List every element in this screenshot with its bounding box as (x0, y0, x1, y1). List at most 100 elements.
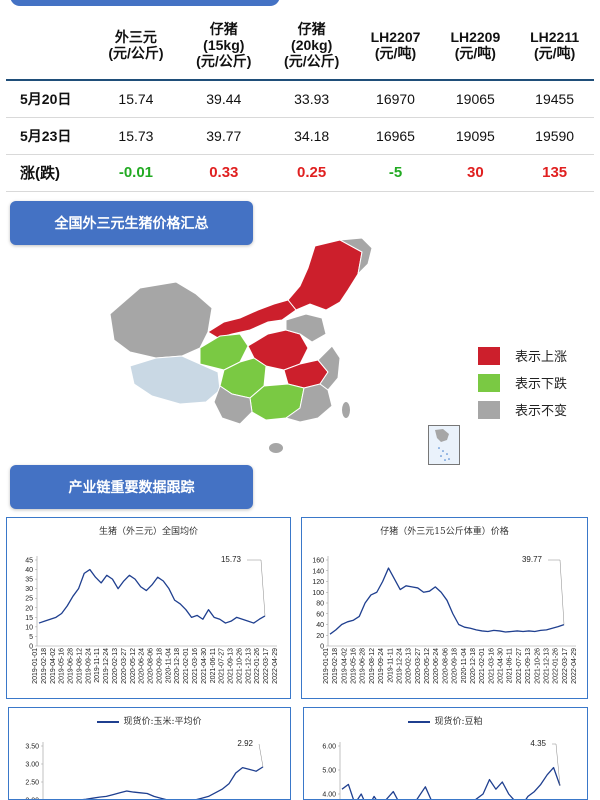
annotation-label: 4.35 (530, 739, 546, 748)
y-tick-label: 35 (25, 577, 33, 584)
x-tick-label: 2019-06-28 (68, 648, 75, 684)
table-cell: 16965 (376, 127, 415, 144)
y-tick-label: 3.00 (25, 762, 39, 769)
table-cell: 19065 (455, 90, 495, 107)
map-region-same (338, 237, 373, 276)
chart-panel-hog-price: 生猪（外三元）全国均价 0 5 10 15 20 25 30 35 40 45 2019-01-01… (6, 517, 291, 699)
change-cell: -5 (388, 164, 403, 181)
x-tick-label: 2022-03-17 (263, 648, 270, 684)
x-tick-label: 2021-02-01 (479, 648, 486, 684)
change-cell: 135 (542, 164, 568, 181)
x-tick-label: 2019-09-24 (85, 648, 92, 684)
x-tick-label: 2019-05-16 (351, 648, 358, 684)
x-tick-label: 2019-11-11 (94, 648, 101, 683)
table-cell: 39.44 (206, 90, 242, 107)
change-cell: 0.33 (209, 164, 239, 181)
col-header: 仔猪 (15kg) (元/公斤) (196, 20, 252, 69)
legend-item: 表示上涨 (478, 342, 567, 369)
series-line (341, 766, 561, 799)
x-tick-label: 2020-12-18 (174, 648, 181, 684)
chart-panel-piglet-price: 仔猪（外三元15公斤体重）价格 0 20 40 60 80 100 120 140 160 201… (301, 517, 588, 699)
x-tick-label: 2020-09-18 (156, 648, 163, 684)
annotation-leader (548, 559, 565, 625)
x-tick-label: 2020-02-13 (406, 648, 413, 684)
x-tick-label: 2021-09-13 (525, 648, 532, 684)
y-tick-label: 20 (25, 605, 33, 612)
x-tick-label: 2022-01-26 (254, 648, 261, 684)
x-tick-label: 2019-05-16 (59, 648, 66, 684)
price-table-header: 外三元 (元/公斤) 仔猪 (15kg) (元/公斤) 仔猪 (20kg) (元/公斤) … (6, 10, 594, 80)
table-cell: 19590 (535, 127, 575, 144)
map-region-down (199, 333, 249, 371)
chart-corn-price: 1.502.002.503.003.502.92 (25, 739, 264, 799)
map-region-same (317, 345, 341, 391)
x-tick-label: 2020-08-06 (442, 648, 449, 684)
y-tick-label: 140 (312, 568, 324, 575)
map-region-same (342, 402, 350, 418)
corner-cell (6, 10, 92, 80)
table-cell: 19095 (455, 127, 495, 144)
x-tick-label: 2019-01-01 (323, 648, 330, 684)
legend-swatch-up (478, 346, 500, 365)
row-label: 5月20日 (20, 90, 72, 107)
change-cell: -0.01 (118, 164, 154, 181)
chart-soymeal-price: 3.004.005.006.004.35 (322, 739, 561, 799)
annotation-label: 39.77 (522, 555, 543, 564)
x-tick-label: 2021-07-27 (219, 648, 226, 684)
y-tick-label: 60 (316, 611, 324, 618)
legend-label: 表示上涨 (515, 349, 568, 364)
legend-line (408, 720, 431, 723)
map-region-same (284, 383, 333, 423)
y-tick-label: 5.00 (322, 768, 336, 775)
table-row: 5月20日 15.74 39.44 33.93 16970 19065 1945… (6, 80, 594, 117)
chart-title: 生猪（外三元）全国均价 (98, 527, 198, 537)
header-tab (10, 0, 280, 6)
map-region-same (285, 313, 327, 343)
x-tick-label: 2020-11-04 (165, 648, 172, 683)
chart-legend: 现货价:玉米:平均价 (9, 714, 290, 727)
x-tick-label: 2019-12-24 (396, 648, 403, 684)
chart-panel-corn-price: 现货价:玉米:平均价 1.502.002.503.003.502.92 (8, 707, 291, 800)
x-tick-label: 2021-07-27 (516, 648, 523, 684)
y-tick-label: 15 (25, 615, 33, 622)
y-tick-label: 25 (25, 596, 33, 603)
x-tick-label: 2020-06-24 (433, 648, 440, 684)
row-label: 5月23日 (20, 127, 72, 144)
map-legend: 表示上涨 表示下跌 表示不变 (478, 342, 567, 423)
y-tick-label: 2.50 (25, 780, 39, 787)
y-tick-label: 40 (25, 567, 33, 574)
x-tick-label: 2022-01-26 (553, 648, 560, 684)
legend-label: 表示下跌 (515, 376, 568, 391)
series-line (329, 567, 565, 635)
y-tick-label: 3.50 (25, 744, 39, 751)
x-tick-label: 2019-02-18 (332, 648, 339, 684)
south-china-sea-inset (428, 425, 460, 465)
x-tick-label: 2021-03-16 (488, 648, 495, 684)
x-tick-label: 2019-04-02 (50, 648, 57, 684)
x-tick-label: 2020-03-27 (121, 648, 128, 684)
table-cell: 15.74 (118, 90, 154, 107)
annotation-leader (258, 743, 264, 767)
table-cell: 19455 (535, 90, 575, 107)
x-tick-label: 2021-12-13 (245, 648, 252, 684)
x-tick-label: 2020-12-18 (470, 648, 477, 684)
chart-piglet-price: 0 20 40 60 80 100 120 140 160 2019-01-01 2019-02-1… (312, 555, 578, 684)
x-tick-label: 2020-09-18 (452, 648, 459, 684)
x-tick-label: 2020-11-04 (461, 648, 468, 683)
x-tick-label: 2019-12-24 (103, 648, 110, 684)
change-cell: 0.25 (297, 164, 327, 181)
row-label: 涨(跌) (20, 165, 60, 182)
x-tick-label: 2019-06-28 (360, 648, 367, 684)
china-map (100, 237, 460, 468)
x-tick-label: 2021-03-16 (192, 648, 199, 684)
y-tick-label: 80 (316, 601, 324, 608)
x-tick-label: 2019-11-11 (387, 648, 394, 683)
change-cell: 30 (467, 164, 484, 181)
chart-title: 仔猪（外三元15公斤体重）价格 (380, 527, 509, 537)
x-tick-label: 2019-01-01 (32, 648, 39, 684)
y-tick-label: 40 (316, 622, 324, 629)
annotation-label: 2.92 (237, 739, 253, 748)
y-tick-label: 4.00 (322, 792, 336, 799)
y-tick-label: 120 (312, 579, 324, 586)
